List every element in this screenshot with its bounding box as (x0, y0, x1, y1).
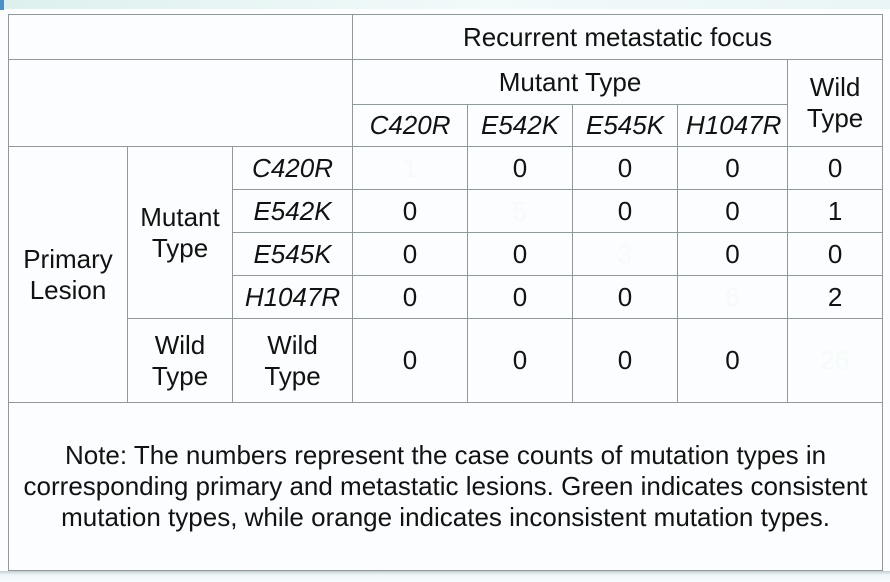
matrix-cell: 5 (467, 189, 574, 233)
bottom-edge-strip (0, 571, 890, 582)
matrix-cell: 0 (677, 189, 789, 233)
matrix-cell: 0 (467, 275, 574, 319)
matrix-cell: 0 (467, 146, 574, 190)
col-header-e545k: E545K (572, 104, 679, 147)
row-label-e545k: E545K (231, 232, 354, 276)
row-label-wild-type: Wild Type (231, 318, 354, 403)
mutant-type-row-group-header: Mutant Type (127, 146, 233, 319)
matrix-cell: 0 (572, 275, 679, 319)
wild-type-col-header: Wild Type (787, 59, 884, 147)
mutation-concordance-table: Recurrent metastatic focus Mutant Type W… (7, 14, 884, 571)
corner-artifact (0, 0, 4, 10)
matrix-cell: 1 (787, 189, 884, 233)
col-header-c420r: C420R (352, 104, 469, 147)
matrix-cell: 0 (572, 146, 679, 190)
matrix-cell: 0 (787, 146, 884, 190)
top-edge-strip (0, 0, 890, 9)
empty-corner-cell (7, 14, 354, 60)
row-label-c420r: C420R (231, 146, 354, 190)
matrix-cell: 0 (467, 318, 574, 403)
matrix-cell: 0 (787, 232, 884, 276)
matrix-cell: 1 (352, 146, 469, 190)
matrix-cell: 0 (352, 189, 469, 233)
wild-type-row-group-header: Wild Type (127, 318, 233, 403)
primary-lesion-row-group-header: Primary Lesion (8, 146, 128, 403)
col-header-e542k: E542K (467, 104, 574, 147)
matrix-cell: 0 (572, 318, 679, 403)
matrix-cell: 0 (352, 232, 469, 276)
row-label-h1047r: H1047R (231, 275, 354, 319)
matrix-cell: 0 (352, 275, 469, 319)
matrix-cell: 26 (787, 318, 884, 403)
note-text: Note: The numbers represent the case cou… (7, 402, 884, 571)
matrix-cell: 6 (677, 275, 789, 319)
empty-corner-cell (7, 59, 354, 147)
col-header-h1047r: H1047R (677, 104, 789, 147)
col-group-header: Recurrent metastatic focus (352, 14, 884, 60)
matrix-cell: 2 (787, 275, 884, 319)
matrix-cell: 0 (677, 232, 789, 276)
matrix-cell: 0 (677, 318, 789, 403)
mutant-type-col-group-header: Mutant Type (352, 59, 789, 105)
matrix-cell: 0 (467, 232, 574, 276)
matrix-cell: 0 (572, 189, 679, 233)
matrix-cell: 3 (572, 232, 679, 276)
matrix-cell: 0 (677, 146, 789, 190)
row-label-e542k: E542K (231, 189, 354, 233)
matrix-cell: 0 (352, 318, 469, 403)
